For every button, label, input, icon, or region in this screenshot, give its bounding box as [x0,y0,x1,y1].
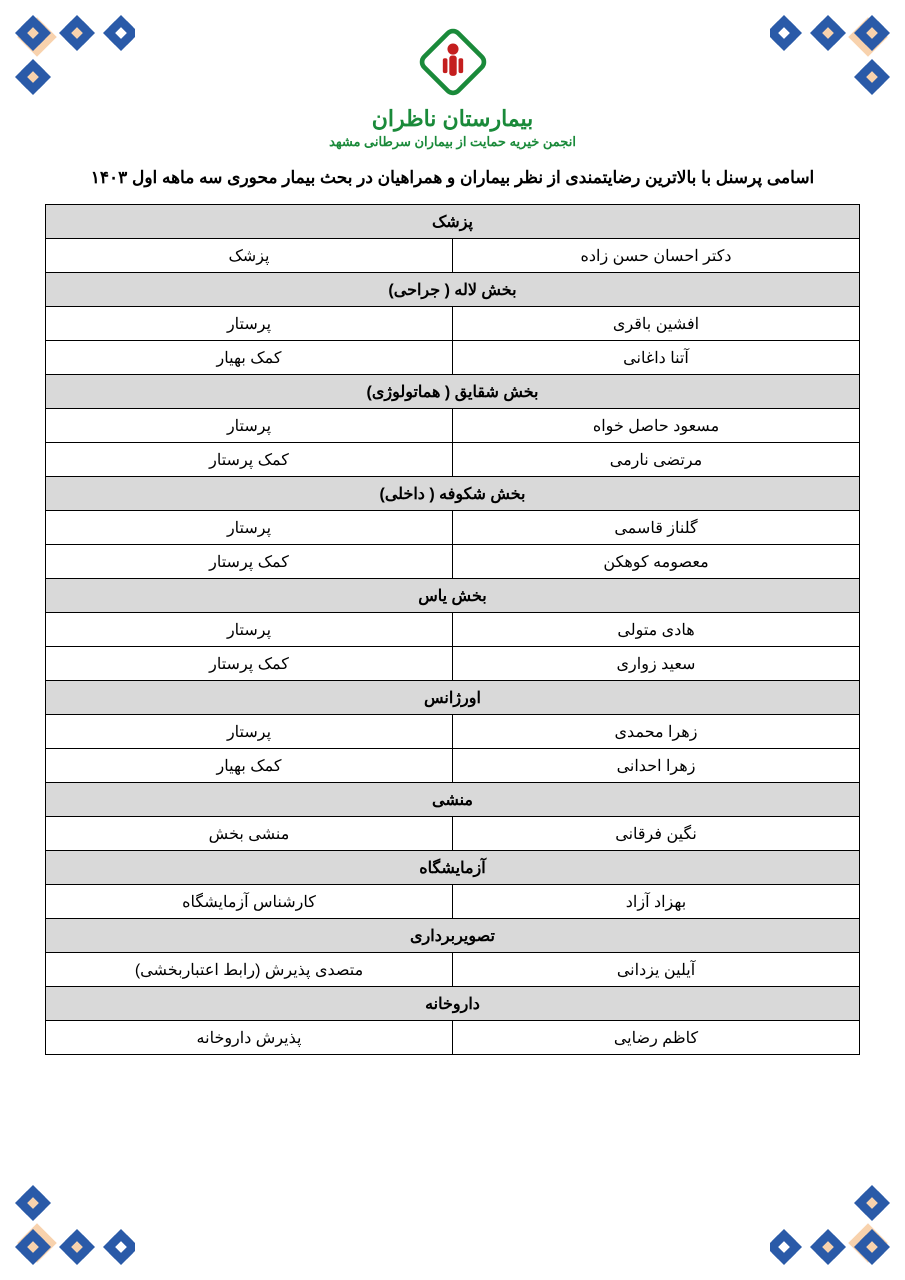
person-name-cell: سعید زواری [453,647,860,681]
section-header-row: بخش شقایق ( هماتولوژی) [46,375,860,409]
person-name-cell: دکتر احسان حسن زاده [453,239,860,273]
person-role-cell: پذیرش داروخانه [46,1021,453,1055]
section-header-row: تصویربرداری [46,919,860,953]
table-row: آتنا داغانیکمک بهیار [46,341,860,375]
person-role-cell: پرستار [46,409,453,443]
person-role-cell: کارشناس آزمایشگاه [46,885,453,919]
ornament-bottom-right [770,1145,900,1275]
section-header-cell: بخش یاس [46,579,860,613]
ornament-top-left [5,5,135,135]
person-role-cell: پرستار [46,307,453,341]
person-name-cell: هادی متولی [453,613,860,647]
person-name-cell: آیلین یزدانی [453,953,860,987]
person-name-cell: گلناز قاسمی [453,511,860,545]
person-name-cell: زهرا احدانی [453,749,860,783]
person-role-cell: پرستار [46,715,453,749]
table-row: مرتضی نارمیکمک پرستار [46,443,860,477]
table-row: سعید زواریکمک پرستار [46,647,860,681]
hospital-name: بیمارستان ناظران [45,106,860,132]
ornament-bottom-left [5,1145,135,1275]
person-name-cell: مسعود حاصل خواه [453,409,860,443]
person-name-cell: مرتضی نارمی [453,443,860,477]
person-role-cell: پرستار [46,511,453,545]
person-name-cell: کاظم رضایی [453,1021,860,1055]
hospital-subtitle: انجمن خیریه حمایت از بیماران سرطانی مشهد [45,134,860,150]
person-name-cell: نگین فرقانی [453,817,860,851]
table-row: گلناز قاسمیپرستار [46,511,860,545]
section-header-cell: تصویربرداری [46,919,860,953]
table-row: معصومه کوهکنکمک پرستار [46,545,860,579]
person-role-cell: منشی بخش [46,817,453,851]
table-row: بهزاد آزادکارشناس آزمایشگاه [46,885,860,919]
table-row: آیلین یزدانیمتصدی پذیرش (رابط اعتباربخشی… [46,953,860,987]
section-header-row: داروخانه [46,987,860,1021]
person-role-cell: پزشک [46,239,453,273]
section-header-cell: بخش لاله ( جراحی) [46,273,860,307]
section-header-row: اورژانس [46,681,860,715]
person-role-cell: کمک پرستار [46,545,453,579]
person-name-cell: بهزاد آزاد [453,885,860,919]
table-row: نگین فرقانیمنشی بخش [46,817,860,851]
table-row: کاظم رضاییپذیرش داروخانه [46,1021,860,1055]
section-header-cell: بخش شقایق ( هماتولوژی) [46,375,860,409]
table-row: مسعود حاصل خواهپرستار [46,409,860,443]
person-name-cell: آتنا داغانی [453,341,860,375]
person-name-cell: افشین باقری [453,307,860,341]
document-title: اسامی پرسنل با بالاترین رضایتمندی از نظر… [45,168,860,188]
section-header-cell: بخش شکوفه ( داخلی) [46,477,860,511]
section-header-row: بخش لاله ( جراحی) [46,273,860,307]
section-header-cell: منشی [46,783,860,817]
section-header-row: منشی [46,783,860,817]
table-row: افشین باقریپرستار [46,307,860,341]
section-header-cell: آزمایشگاه [46,851,860,885]
person-role-cell: متصدی پذیرش (رابط اعتباربخشی) [46,953,453,987]
section-header-cell: پزشک [46,205,860,239]
section-header-cell: اورژانس [46,681,860,715]
table-row: هادی متولیپرستار [46,613,860,647]
table-row: دکتر احسان حسن زادهپزشک [46,239,860,273]
person-role-cell: کمک بهیار [46,749,453,783]
person-role-cell: کمک پرستار [46,647,453,681]
personnel-table: پزشکدکتر احسان حسن زادهپزشکبخش لاله ( جر… [45,204,860,1055]
person-role-cell: پرستار [46,613,453,647]
person-name-cell: زهرا محمدی [453,715,860,749]
person-role-cell: کمک پرستار [46,443,453,477]
table-row: زهرا احدانیکمک بهیار [46,749,860,783]
section-header-row: بخش یاس [46,579,860,613]
section-header-row: آزمایشگاه [46,851,860,885]
hospital-logo: بیمارستان ناظران انجمن خیریه حمایت از بی… [45,25,860,150]
table-row: زهرا محمدیپرستار [46,715,860,749]
person-role-cell: کمک بهیار [46,341,453,375]
section-header-row: پزشک [46,205,860,239]
section-header-row: بخش شکوفه ( داخلی) [46,477,860,511]
ornament-top-right [770,5,900,135]
section-header-cell: داروخانه [46,987,860,1021]
person-name-cell: معصومه کوهکن [453,545,860,579]
